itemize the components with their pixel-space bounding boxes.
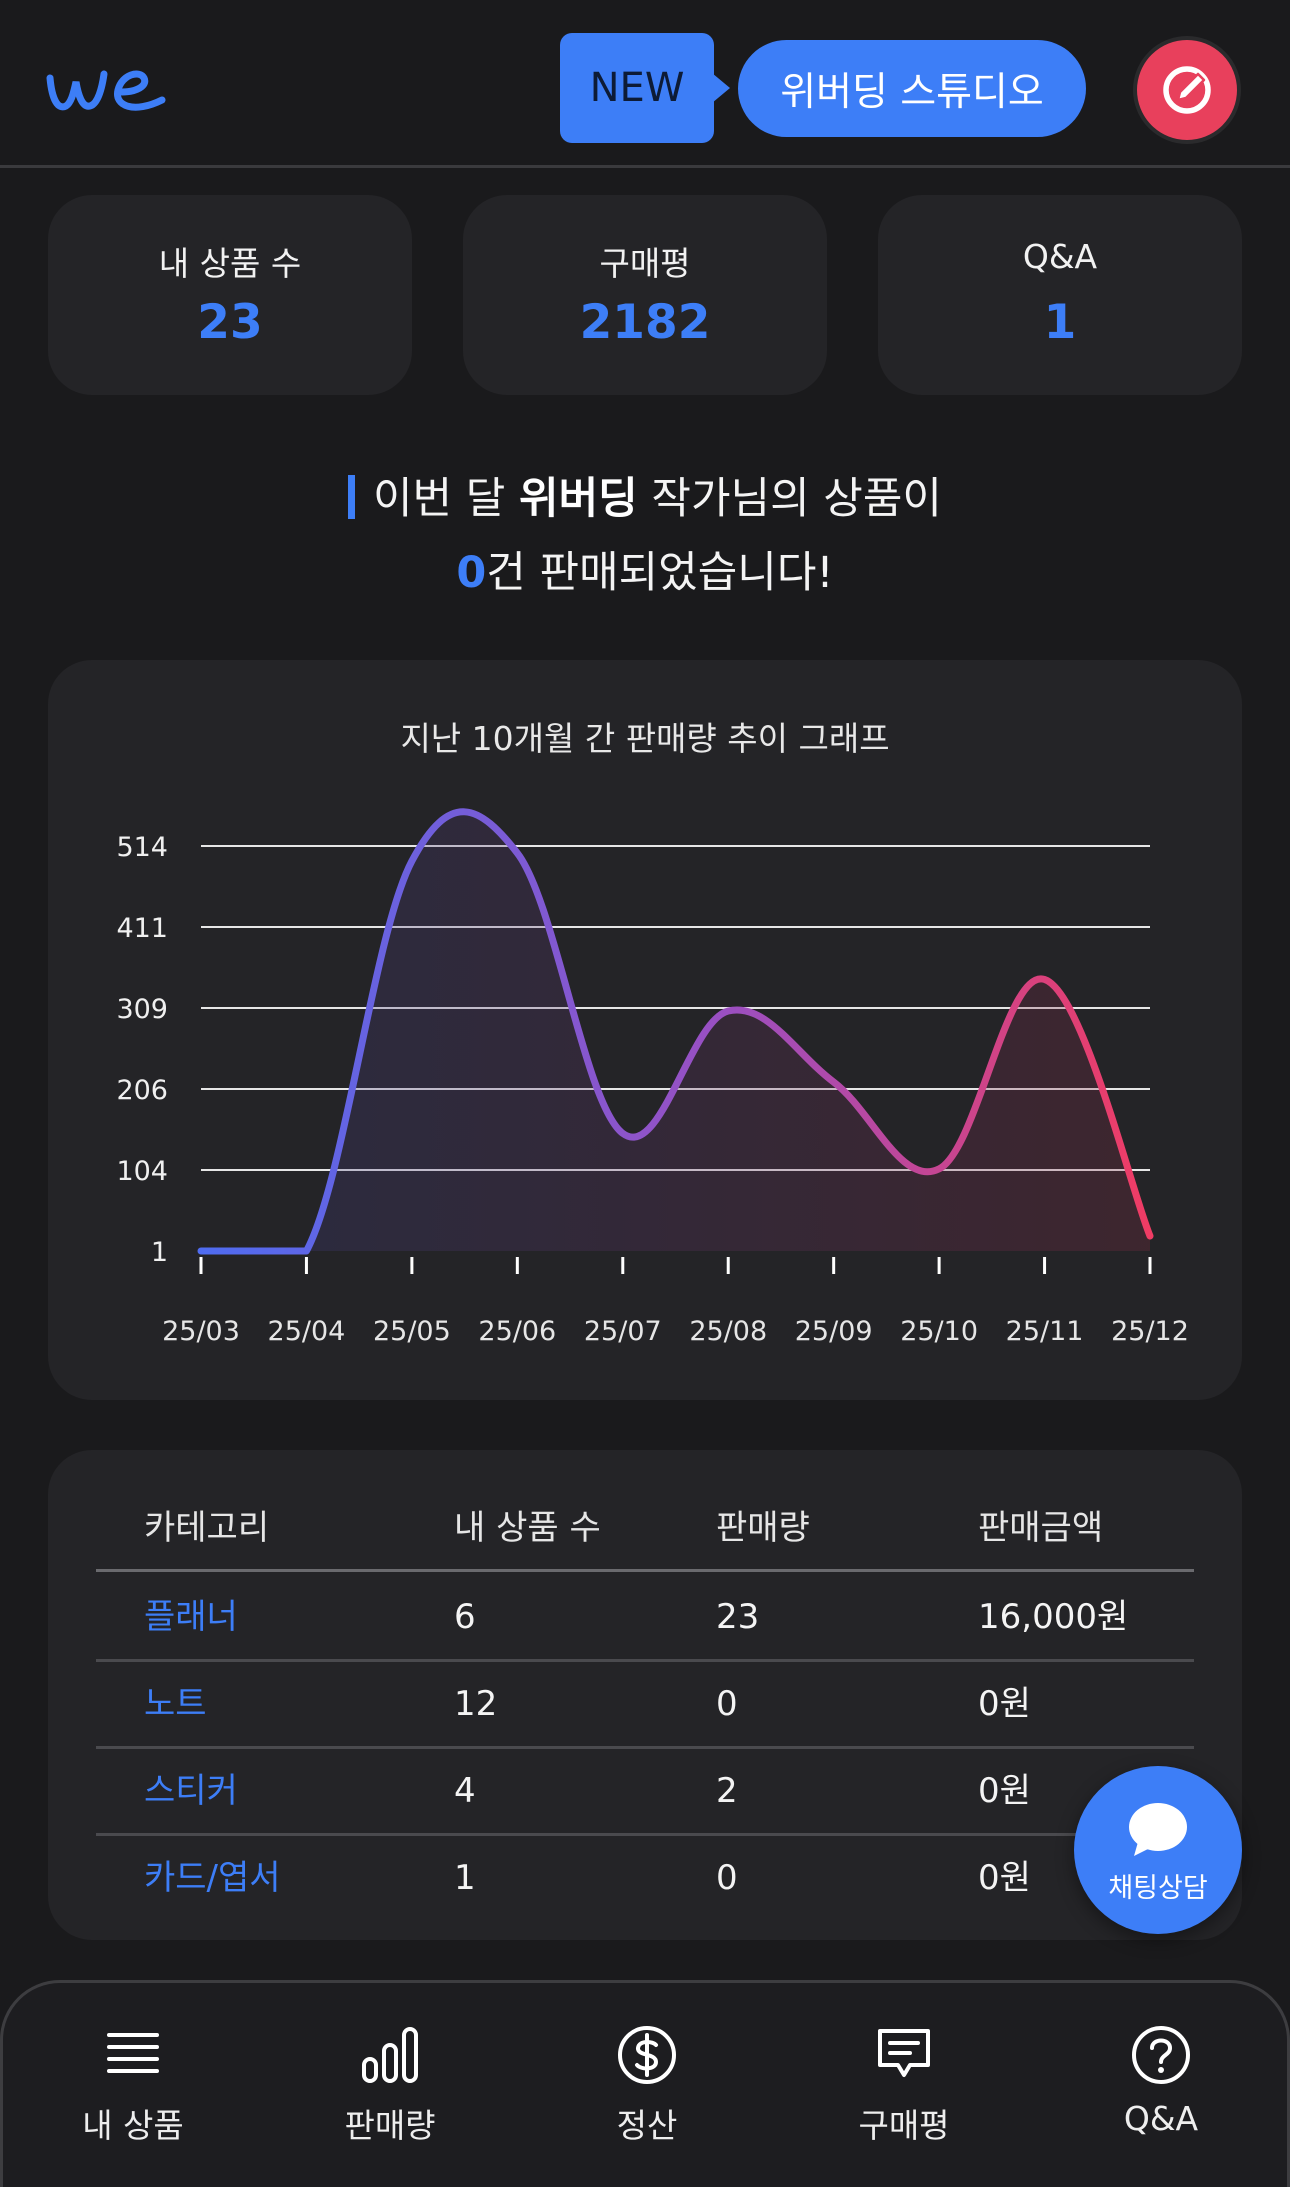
column-header: 판매금액	[978, 1508, 1104, 1548]
table-row: 카드/엽서 1 0 0원	[96, 1836, 1194, 1923]
series-area	[201, 811, 1150, 1251]
column-header: 내 상품 수	[454, 1508, 601, 1548]
x-tick-label: 25/03	[162, 1316, 240, 1347]
product-count-cell: 6	[454, 1597, 476, 1637]
chat-bubble-icon	[1129, 1803, 1187, 1856]
y-tick-label: 309	[116, 994, 168, 1025]
monthly-sales-headline: 이번 달 위버딩 작가님의 상품이 0건 판매되었습니다!	[0, 462, 1290, 610]
stat-label: 내 상품 수	[158, 244, 302, 283]
nav-label: 정산	[616, 2106, 678, 2145]
y-tick-label: 411	[116, 913, 168, 944]
table-row: 노트 12 0 0원	[96, 1662, 1194, 1749]
category-link[interactable]: 카드/엽서	[144, 1858, 281, 1898]
table-row: 플래너 6 23 16,000원	[96, 1575, 1194, 1662]
bar-chart-icon	[362, 2027, 418, 2083]
sales-cell: 2	[716, 1771, 738, 1811]
headline-line-1: 이번 달 위버딩 작가님의 상품이	[0, 462, 1290, 536]
stat-card-reviews[interactable]: 구매평 2182	[463, 195, 827, 395]
amount-cell: 16,000원	[978, 1597, 1129, 1637]
new-badge: NEW	[560, 33, 730, 143]
x-tick-label: 25/11	[1006, 1316, 1084, 1347]
amount-cell: 0원	[978, 1858, 1031, 1898]
sales-line-chart: 514 411 309 206 104 1 25/03 25/04 25/05 25/06 25/0…	[116, 808, 1189, 1347]
pencil-icon	[1163, 66, 1211, 114]
y-tick-label: 1	[151, 1237, 168, 1268]
x-tick-label: 25/12	[1111, 1316, 1189, 1347]
nav-label: 구매평	[858, 2106, 950, 2145]
category-table: 카테고리 내 상품 수 판매량 판매금액 플래너 6 23 16,000원 노트…	[48, 1450, 1242, 1940]
bottom-navigation: 내 상품 판매량 정산 구매평	[0, 1980, 1290, 2187]
series-line	[197, 808, 1154, 1255]
x-tick-label: 25/08	[689, 1316, 767, 1347]
sales-cell: 0	[716, 1858, 738, 1898]
nav-label: 내 상품	[82, 2106, 184, 2145]
nav-reviews[interactable]: 구매평	[804, 2023, 1004, 2163]
stat-label: 구매평	[599, 244, 691, 283]
category-link[interactable]: 노트	[144, 1684, 207, 1724]
y-tick-label: 514	[116, 832, 168, 863]
studio-button[interactable]: 위버딩 스튜디오	[738, 40, 1086, 137]
column-header: 판매량	[716, 1508, 810, 1548]
chart-title: 지난 10개월 간 판매량 추이 그래프	[400, 719, 890, 758]
chat-consult-button[interactable]: 채팅상담	[1074, 1766, 1242, 1934]
headline-line-2: 0건 판매되었습니다!	[0, 536, 1290, 610]
stat-value: 2182	[579, 295, 711, 350]
column-header: 카테고리	[144, 1508, 270, 1548]
category-link[interactable]: 플래너	[144, 1597, 238, 1637]
nav-my-products[interactable]: 내 상품	[33, 2023, 233, 2163]
product-count-cell: 1	[454, 1858, 476, 1898]
stat-value: 23	[197, 295, 263, 350]
amount-cell: 0원	[978, 1684, 1031, 1724]
nav-sales[interactable]: 판매량	[290, 2023, 490, 2163]
headline-brand: 위버딩	[519, 474, 638, 524]
sales-chart-card: 지난 10개월 간 판매량 추이 그래프 514 411 309 206 104 1 25/…	[48, 660, 1242, 1400]
app-header: NEW 위버딩 스튜디오	[0, 0, 1290, 168]
accent-bar	[348, 475, 355, 519]
amount-cell: 0원	[978, 1771, 1031, 1811]
question-icon	[1132, 2026, 1190, 2084]
product-count-cell: 4	[454, 1771, 476, 1811]
nav-label: 판매량	[344, 2106, 436, 2145]
sales-cell: 23	[716, 1597, 760, 1637]
dollar-icon	[618, 2026, 676, 2084]
x-tick-label: 25/04	[268, 1316, 346, 1347]
stat-value: 1	[1043, 295, 1077, 350]
stat-label: Q&A	[1022, 237, 1098, 276]
x-tick-label: 25/07	[584, 1316, 662, 1347]
y-tick-label: 206	[116, 1075, 168, 1106]
message-icon	[878, 2029, 930, 2077]
product-count-cell: 12	[454, 1684, 498, 1724]
sales-cell: 0	[716, 1684, 738, 1724]
nav-qna[interactable]: Q&A	[1061, 2023, 1261, 2163]
x-tick-label: 25/06	[478, 1316, 556, 1347]
nav-label: Q&A	[1123, 2099, 1199, 2138]
stat-card-qna[interactable]: Q&A 1	[878, 195, 1242, 395]
stat-card-products[interactable]: 내 상품 수 23	[48, 195, 412, 395]
x-tick-label: 25/05	[373, 1316, 451, 1347]
table-row: 스티커 4 2 0원	[96, 1749, 1194, 1836]
y-tick-label: 104	[116, 1156, 168, 1187]
edit-button[interactable]	[1133, 36, 1241, 144]
category-link[interactable]: 스티커	[144, 1771, 238, 1811]
headline-text: 건 판매되었습니다!	[486, 548, 834, 598]
x-tick-label: 25/10	[900, 1316, 978, 1347]
chat-label: 채팅상담	[1108, 1873, 1208, 1904]
x-tick-label: 25/09	[795, 1316, 873, 1347]
we-logo[interactable]	[44, 48, 174, 128]
sales-count: 0	[456, 548, 487, 598]
headline-text: 작가님의 상품이	[637, 474, 942, 524]
nav-settlement[interactable]: 정산	[547, 2023, 747, 2163]
table-header: 카테고리 내 상품 수 판매량 판매금액	[96, 1508, 1194, 1572]
list-icon	[107, 2033, 159, 2073]
headline-text: 이번 달	[373, 474, 520, 524]
